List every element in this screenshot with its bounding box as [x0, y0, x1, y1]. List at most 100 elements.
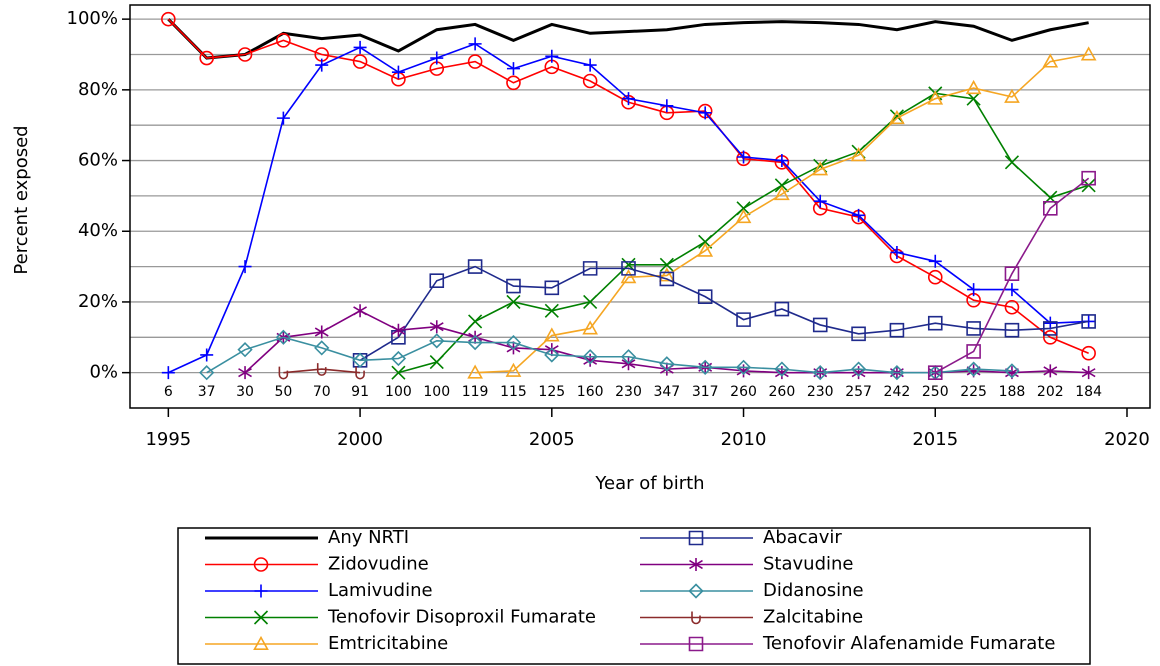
y-tick-label: 40%: [78, 220, 118, 241]
data-marker: [544, 59, 560, 75]
data-marker: [966, 91, 981, 106]
data-marker: [429, 61, 445, 76]
y-tick-label: 20%: [78, 291, 118, 312]
data-marker: [927, 365, 943, 380]
data-marker: [697, 359, 713, 375]
plot-frame: [129, 4, 1151, 409]
legend-marker: [253, 610, 269, 625]
count-label: 100: [385, 384, 412, 400]
data-marker: [199, 365, 215, 381]
data-marker: [429, 354, 444, 370]
data-marker: [276, 33, 291, 48]
count-label: 260: [730, 384, 757, 400]
data-marker: [352, 352, 368, 368]
data-marker: [200, 348, 214, 362]
data-marker: [1004, 322, 1020, 338]
data-marker: [698, 106, 712, 120]
count-label: 115: [500, 384, 527, 400]
data-marker: [774, 361, 790, 377]
data-marker: [659, 356, 675, 372]
legend-marker: [253, 557, 269, 572]
count-label: 119: [462, 384, 489, 400]
count-label: 188: [999, 384, 1026, 400]
data-marker: [736, 201, 751, 216]
legend-label: Didanosine: [763, 580, 864, 601]
data-marker: [544, 303, 559, 318]
series-line: [167, 18, 1089, 354]
data-marker: [965, 361, 982, 377]
data-marker: [505, 362, 522, 377]
data-marker: [1004, 266, 1020, 281]
legend-label: Any NRTI: [328, 527, 409, 548]
series-line: [475, 53, 1089, 374]
data-marker: [735, 208, 752, 224]
data-marker: [927, 269, 943, 285]
data-marker: [890, 245, 904, 259]
data-marker: [391, 365, 406, 380]
count-label: 230: [807, 384, 834, 400]
data-marker: [391, 71, 406, 87]
data-marker: [1081, 170, 1096, 186]
data-marker: [1081, 366, 1096, 380]
data-marker: [1004, 299, 1020, 315]
data-marker: [353, 40, 367, 54]
data-marker: [275, 329, 292, 345]
data-marker: [1081, 314, 1096, 329]
series-line: [934, 177, 1090, 374]
data-marker: [468, 37, 482, 51]
data-marker: [812, 200, 828, 216]
data-marker: [813, 194, 827, 208]
y-tick-label: 0%: [89, 362, 118, 383]
data-marker: [927, 315, 943, 331]
data-marker: [812, 317, 828, 333]
data-marker: [506, 75, 521, 91]
data-marker: [352, 352, 368, 368]
series-line: [167, 18, 1089, 60]
x-tick-label: 2015: [912, 429, 958, 450]
data-marker: [545, 49, 559, 63]
data-marker: [582, 320, 599, 335]
count-label: 230: [615, 384, 642, 400]
count-label: 50: [274, 384, 292, 400]
data-marker: [850, 147, 867, 162]
count-label: 347: [653, 384, 680, 400]
legend-label: Stavudine: [763, 554, 853, 575]
count-label: 125: [538, 384, 565, 400]
count-label: 260: [769, 384, 796, 400]
data-marker: [316, 363, 327, 376]
legend-box: [177, 527, 1091, 665]
count-label: 257: [845, 384, 872, 400]
data-marker: [850, 361, 867, 377]
data-marker: [429, 333, 445, 349]
data-marker: [697, 242, 714, 257]
data-marker: [774, 178, 789, 193]
data-marker: [966, 292, 981, 308]
count-label: 250: [922, 384, 949, 400]
data-marker: [737, 150, 751, 164]
legend-marker: [691, 611, 701, 625]
data-marker: [889, 109, 905, 125]
data-marker: [1081, 345, 1096, 361]
data-marker: [390, 350, 407, 367]
data-marker: [812, 365, 828, 381]
data-marker: [621, 94, 636, 110]
data-marker: [467, 259, 483, 274]
data-marker: [927, 90, 944, 105]
y-axis-label: Percent exposed: [11, 125, 32, 274]
legend-label: Abacavir: [763, 527, 842, 548]
data-marker: [889, 365, 905, 381]
data-marker: [506, 278, 521, 294]
data-marker: [391, 323, 406, 337]
x-tick-label: 2020: [1104, 429, 1150, 450]
y-tick-label: 100%: [67, 8, 118, 29]
data-marker: [812, 161, 829, 176]
data-marker: [889, 322, 905, 338]
data-marker: [544, 347, 560, 363]
series-line: [398, 92, 1089, 374]
data-marker: [1005, 283, 1019, 297]
data-marker: [161, 366, 175, 380]
data-marker: [774, 301, 790, 317]
data-marker: [1042, 53, 1059, 68]
count-label: 317: [692, 384, 719, 400]
